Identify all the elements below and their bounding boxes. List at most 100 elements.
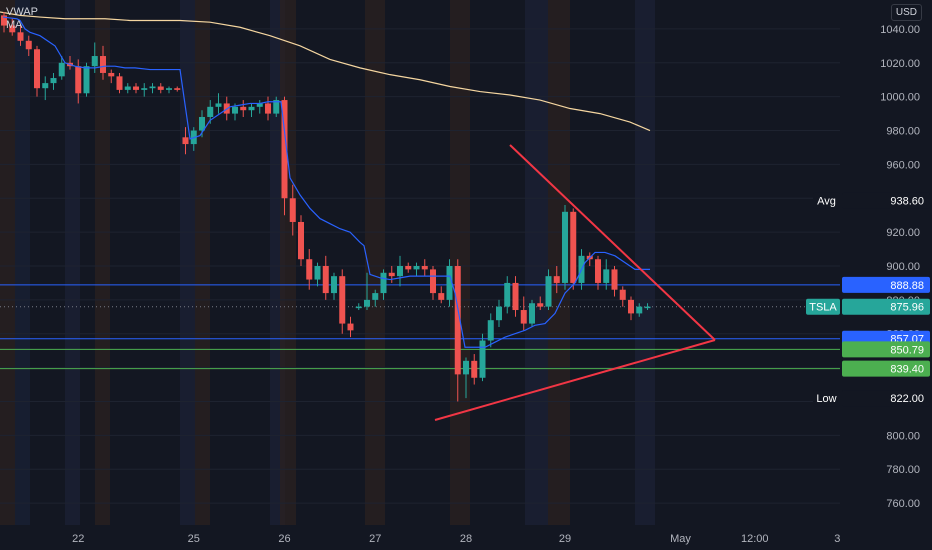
- candle-body[interactable]: [520, 310, 527, 324]
- candle-body[interactable]: [199, 116, 205, 131]
- x-tick-label: 28: [460, 533, 472, 545]
- legend-ma[interactable]: MA: [6, 19, 23, 31]
- candle-body[interactable]: [644, 306, 651, 309]
- time-scale[interactable]: [0, 525, 840, 550]
- candle-body[interactable]: [83, 66, 90, 94]
- y-tick-label: 1040.00: [880, 24, 920, 36]
- candle-body[interactable]: [537, 303, 544, 307]
- indicator-legend: VWAP MA: [6, 6, 38, 32]
- candle-body[interactable]: [446, 266, 453, 300]
- candle-body[interactable]: [248, 106, 255, 111]
- candle-body[interactable]: [595, 259, 601, 283]
- candle-body[interactable]: [281, 100, 288, 199]
- candle-body[interactable]: [108, 72, 115, 77]
- candle-body[interactable]: [454, 266, 461, 375]
- candle-body[interactable]: [397, 266, 403, 277]
- candle-body[interactable]: [388, 272, 395, 277]
- candle-body[interactable]: [487, 320, 494, 341]
- candle-body[interactable]: [256, 103, 263, 107]
- candle-body[interactable]: [628, 299, 634, 314]
- y-tick-label: 1000.00: [880, 92, 920, 104]
- candle-body[interactable]: [496, 306, 502, 321]
- session-highlight: [65, 0, 80, 525]
- candle-body[interactable]: [364, 299, 370, 307]
- candle-body[interactable]: [479, 340, 486, 378]
- candle-body[interactable]: [611, 269, 618, 290]
- candle-body[interactable]: [289, 198, 296, 222]
- session-highlight: [365, 0, 385, 525]
- x-tick-label: 3: [834, 533, 840, 545]
- candle-body[interactable]: [116, 76, 123, 90]
- candle-body[interactable]: [50, 78, 57, 84]
- candle-body[interactable]: [405, 266, 412, 270]
- y-tick-label: 980.00: [886, 126, 920, 138]
- candle-body[interactable]: [133, 86, 139, 90]
- price-scale[interactable]: [840, 0, 932, 550]
- candle-body[interactable]: [91, 56, 98, 67]
- candle-body[interactable]: [265, 103, 271, 114]
- candle-body[interactable]: [430, 269, 436, 294]
- candle-body[interactable]: [166, 88, 172, 90]
- candle-body[interactable]: [421, 266, 428, 270]
- legend-vwap[interactable]: VWAP: [6, 6, 38, 18]
- candle-body[interactable]: [17, 32, 24, 41]
- candle-body[interactable]: [232, 106, 238, 114]
- candle-body[interactable]: [298, 221, 304, 260]
- candle-body[interactable]: [9, 25, 16, 33]
- candle-body[interactable]: [347, 323, 354, 331]
- candle-body[interactable]: [380, 272, 387, 294]
- candle-body[interactable]: [471, 360, 478, 378]
- candle-body[interactable]: [25, 40, 32, 50]
- candle-body[interactable]: [438, 293, 445, 300]
- candle-body[interactable]: [58, 62, 65, 77]
- candle-body[interactable]: [34, 49, 40, 89]
- candle-body[interactable]: [100, 56, 106, 73]
- candle-body[interactable]: [1, 15, 7, 26]
- triangle-lower-trendline[interactable]: [434, 339, 716, 421]
- session-highlight: [95, 0, 110, 525]
- candle-body[interactable]: [619, 289, 626, 300]
- y-tick-label: 1020.00: [880, 58, 920, 70]
- candle-body[interactable]: [355, 306, 362, 309]
- candle-body[interactable]: [545, 276, 552, 307]
- candle-body[interactable]: [215, 103, 222, 107]
- candle-body[interactable]: [372, 293, 379, 300]
- candle-body[interactable]: [174, 88, 181, 90]
- price-label-box: [842, 360, 930, 377]
- candle-body[interactable]: [314, 266, 321, 280]
- candle-body[interactable]: [207, 106, 214, 117]
- y-tick-label: 920.00: [886, 227, 920, 239]
- candle-body[interactable]: [306, 259, 313, 280]
- price-label-box: [842, 390, 930, 407]
- ma-line[interactable]: [0, 11, 651, 132]
- session-highlight: [280, 0, 296, 525]
- candle-body[interactable]: [512, 282, 519, 311]
- candle-body[interactable]: [75, 66, 82, 94]
- candle-body[interactable]: [463, 360, 469, 375]
- session-highlight: [635, 0, 655, 525]
- candle-body[interactable]: [562, 211, 568, 283]
- candle-body[interactable]: [42, 83, 49, 89]
- candle-body[interactable]: [636, 306, 643, 314]
- candle-body[interactable]: [570, 211, 577, 283]
- candle-body[interactable]: [504, 282, 511, 307]
- currency-label[interactable]: USD: [890, 4, 922, 21]
- candle-body[interactable]: [322, 266, 329, 294]
- candle-body[interactable]: [339, 276, 346, 324]
- price-label: 850.79: [890, 344, 924, 356]
- candle-body[interactable]: [529, 303, 535, 324]
- candle-body[interactable]: [553, 276, 560, 283]
- candle-body[interactable]: [141, 88, 148, 90]
- candle-body[interactable]: [182, 137, 189, 145]
- vwap-line[interactable]: [2, 16, 650, 348]
- candle-body[interactable]: [331, 276, 337, 294]
- candle-body[interactable]: [124, 86, 131, 90]
- candle-body[interactable]: [149, 86, 156, 89]
- candle-body[interactable]: [273, 100, 280, 114]
- candle-body[interactable]: [240, 106, 247, 111]
- candle-body[interactable]: [157, 86, 164, 90]
- candle-body[interactable]: [413, 266, 420, 270]
- candle-body[interactable]: [603, 269, 610, 283]
- triangle-upper-trendline[interactable]: [509, 144, 716, 341]
